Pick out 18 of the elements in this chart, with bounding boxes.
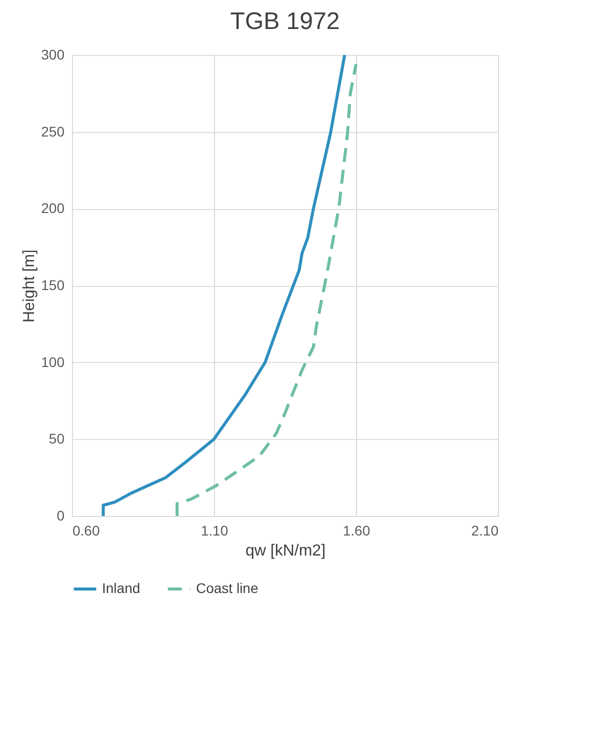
y-axis-title: Height [m] xyxy=(21,250,38,322)
x-tick-label: 1.60 xyxy=(342,522,370,538)
x-tick-label: 2.10 xyxy=(471,522,499,538)
y-tick-label: 200 xyxy=(41,200,65,216)
x-axis-title: qw [kN/m2] xyxy=(245,542,326,560)
y-tick-label: 50 xyxy=(48,430,65,447)
y-tick-label: 0 xyxy=(56,508,65,524)
y-tick-label: 250 xyxy=(41,123,65,140)
line-series xyxy=(176,62,358,518)
legend-label: Inland xyxy=(102,580,140,596)
y-tick-label: 100 xyxy=(41,354,65,370)
x-tick-label: 1.10 xyxy=(200,522,228,538)
line-series xyxy=(102,54,346,518)
legend-label: Coast line xyxy=(196,580,258,596)
chart-title: TGB 1972 xyxy=(230,8,340,35)
y-tick-label: 300 xyxy=(41,46,65,62)
x-tick-label: 0.60 xyxy=(72,522,100,538)
y-tick-label: 150 xyxy=(41,277,65,293)
